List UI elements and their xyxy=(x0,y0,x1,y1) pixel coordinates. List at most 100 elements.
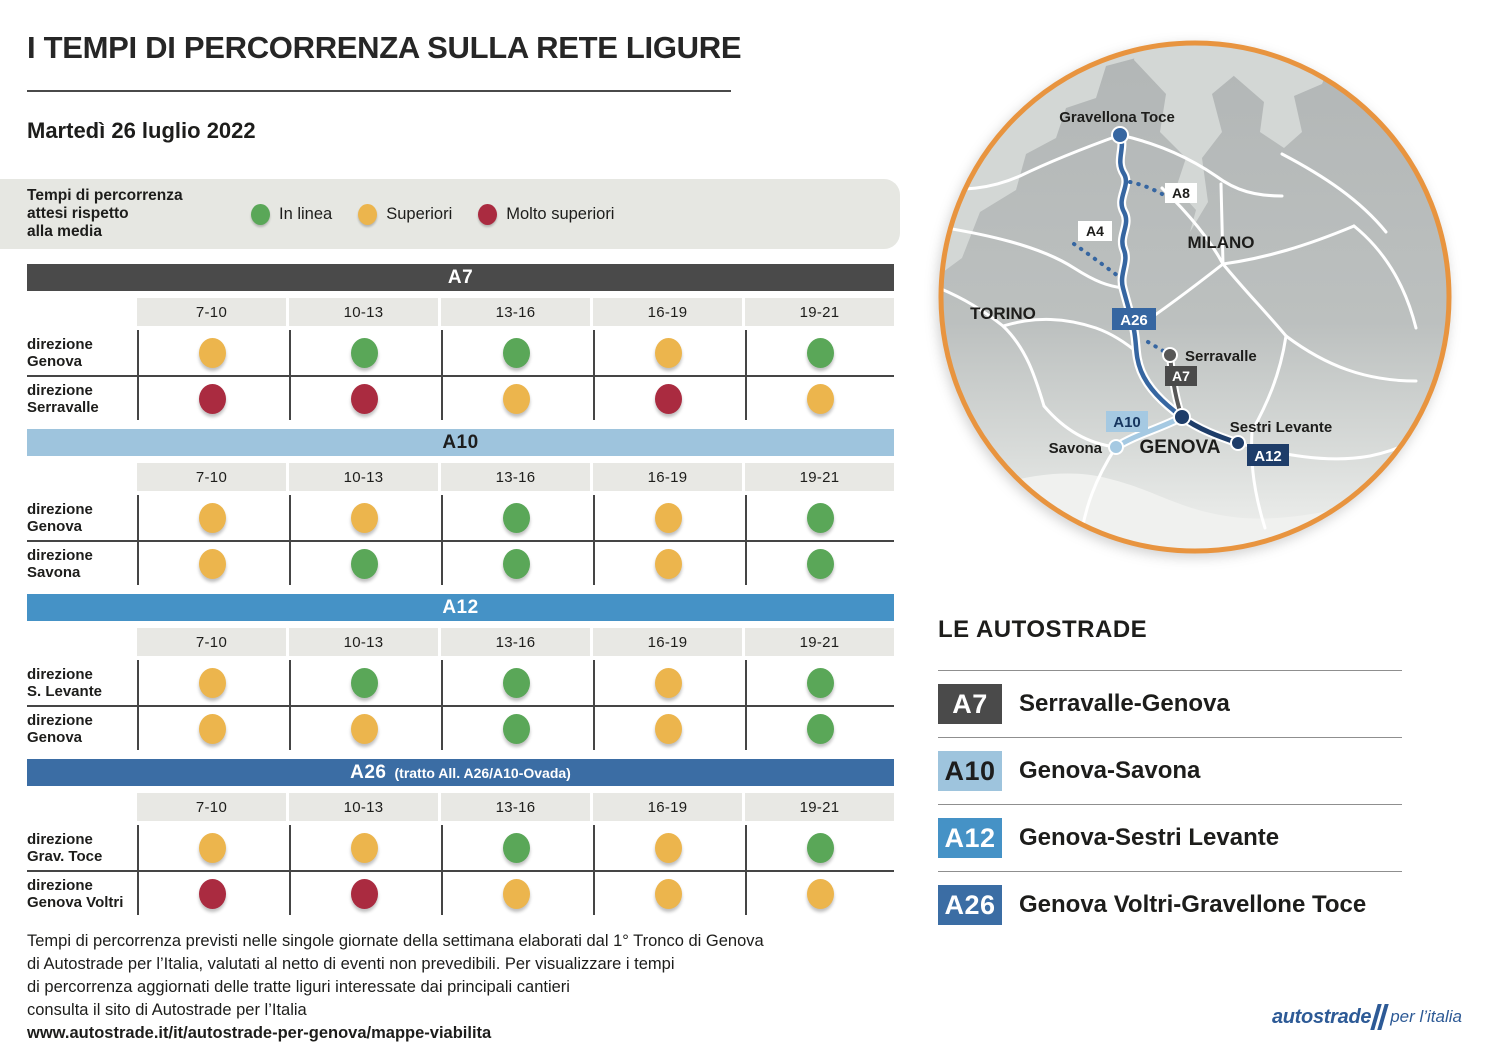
a8-label: A8 xyxy=(1172,185,1190,201)
highway-header-a7: A7 xyxy=(27,264,894,291)
highway-legend-items: A7 Serravalle-Genova A10 Genova-Savona A12 Ge… xyxy=(938,670,1402,938)
time-slot-cell: 16-19 xyxy=(593,463,742,491)
highway-header-a10: A10 xyxy=(27,429,894,456)
status-dot-green xyxy=(807,713,834,744)
a26-label: A26 xyxy=(1120,312,1148,329)
footer-url: www.autostrade.it/it/autostrade-per-geno… xyxy=(27,1024,492,1042)
footer-text-line: di percorrenza aggiornati delle tratte l… xyxy=(27,978,570,996)
highway-table-a26: A26 (tratto All. A26/A10-Ovada) 7-10 10-13 1… xyxy=(27,759,894,915)
time-slot-header-row: 7-10 10-13 13-16 16-19 19-21 xyxy=(27,793,894,821)
time-slot-cell: 19-21 xyxy=(745,298,894,326)
status-cell xyxy=(745,542,894,585)
highway-badge-a7: A7 xyxy=(938,684,1002,724)
status-dot-red xyxy=(351,878,378,909)
a4-label-box xyxy=(1078,221,1112,241)
status-dot-yellow xyxy=(199,502,226,533)
status-cell xyxy=(441,825,590,870)
direction-name: S. Levante xyxy=(27,682,103,700)
status-cell xyxy=(289,377,438,420)
autostrade-logo: autostrade per l’italia xyxy=(1272,1004,1462,1030)
time-slot-header-row: 7-10 10-13 13-16 16-19 19-21 xyxy=(27,463,894,491)
legend-item-yellow: Superiori xyxy=(358,203,453,225)
highway-header-a12: A12 xyxy=(27,594,894,621)
direction-name: Genova xyxy=(27,728,83,746)
highway-legend-item-a7: A7 Serravalle-Genova xyxy=(938,670,1402,737)
status-dot-red xyxy=(655,383,682,414)
status-dot-red xyxy=(199,878,226,909)
direction-prefix: direzione xyxy=(27,500,93,518)
status-cell xyxy=(745,707,894,750)
status-cell xyxy=(137,825,286,870)
status-cell xyxy=(289,495,438,540)
status-dot-green xyxy=(503,667,530,698)
legend-caption: Tempi di percorrenza attesi rispetto all… xyxy=(27,187,237,241)
status-cell xyxy=(441,542,590,585)
dotted-connectors xyxy=(1072,180,1167,354)
highway-badge-a12: A12 xyxy=(938,818,1002,858)
status-dot-green xyxy=(807,667,834,698)
legend-caption-line: alla media xyxy=(27,223,102,240)
status-cell xyxy=(441,377,590,420)
status-dot-green xyxy=(503,548,530,579)
direction-label: direzione Genova xyxy=(27,495,134,540)
direction-name: Genova xyxy=(27,517,83,535)
status-cell xyxy=(137,707,286,750)
time-slot-cell: 10-13 xyxy=(289,463,438,491)
label-column-spacer xyxy=(27,628,134,656)
direction-row: direzione Genova xyxy=(27,495,894,540)
status-dot-yellow xyxy=(807,878,834,909)
a12-label: A12 xyxy=(1254,448,1282,465)
label-column-spacer xyxy=(27,463,134,491)
status-cell xyxy=(593,377,742,420)
direction-row: direzione S. Levante xyxy=(27,660,894,705)
status-cell xyxy=(289,707,438,750)
title-rule xyxy=(27,90,731,92)
time-slot-cell: 13-16 xyxy=(441,298,590,326)
direction-label: direzione S. Levante xyxy=(27,660,134,705)
time-slot-cell: 13-16 xyxy=(441,463,590,491)
highway-badge-a26: A26 xyxy=(938,885,1002,925)
label-column-spacer xyxy=(27,793,134,821)
direction-name: Genova xyxy=(27,352,83,370)
status-dot-yellow xyxy=(655,502,682,533)
status-dot-yellow xyxy=(351,832,378,863)
status-cell xyxy=(593,872,742,915)
torino-label: TORINO xyxy=(970,304,1036,323)
time-slot-cell: 7-10 xyxy=(137,463,286,491)
map-city-dots xyxy=(1108,126,1246,455)
status-cell xyxy=(745,825,894,870)
status-dot-yellow xyxy=(655,878,682,909)
logo-slashes-icon xyxy=(1370,1004,1389,1030)
status-dot-yellow xyxy=(351,502,378,533)
milano-label: MILANO xyxy=(1187,233,1254,252)
legend-item-label: Molto superiori xyxy=(506,204,615,223)
savona-label: Savona xyxy=(1049,440,1103,457)
legend-caption-line: attesi rispetto xyxy=(27,205,129,222)
a10-label: A10 xyxy=(1113,414,1141,431)
time-slot-cell: 19-21 xyxy=(745,793,894,821)
direction-row: direzione Genova xyxy=(27,705,894,750)
legend-item-label: Superiori xyxy=(386,204,453,223)
status-dot-yellow xyxy=(503,878,530,909)
legend-item-label: In linea xyxy=(279,204,333,223)
direction-row: direzione Genova Voltri xyxy=(27,870,894,915)
route-a26 xyxy=(1117,132,1185,420)
status-cell xyxy=(593,542,742,585)
status-dot-yellow xyxy=(199,548,226,579)
highway-name: Genova Voltri-Gravellone Toce xyxy=(1019,891,1367,918)
logo-tagline: per l’italia xyxy=(1390,1007,1462,1026)
time-slot-cell: 7-10 xyxy=(137,298,286,326)
status-cell xyxy=(289,825,438,870)
direction-label: direzione Genova Voltri xyxy=(27,872,134,915)
direction-label: direzione Genova xyxy=(27,330,134,375)
status-dot-yellow xyxy=(199,667,226,698)
time-slot-cell: 13-16 xyxy=(441,628,590,656)
highway-legend-section: LE AUTOSTRADE A7 Serravalle-Genova A10 Geno… xyxy=(938,616,1402,938)
highway-table-a7: A7 7-10 10-13 13-16 16-19 19-21 direzione Genov… xyxy=(27,264,894,420)
status-cell xyxy=(593,660,742,705)
status-cell xyxy=(745,330,894,375)
status-dot-yellow xyxy=(199,337,226,368)
highway-badge-a10: A10 xyxy=(938,751,1002,791)
gravellona-label: Gravellona Toce xyxy=(1059,109,1175,126)
